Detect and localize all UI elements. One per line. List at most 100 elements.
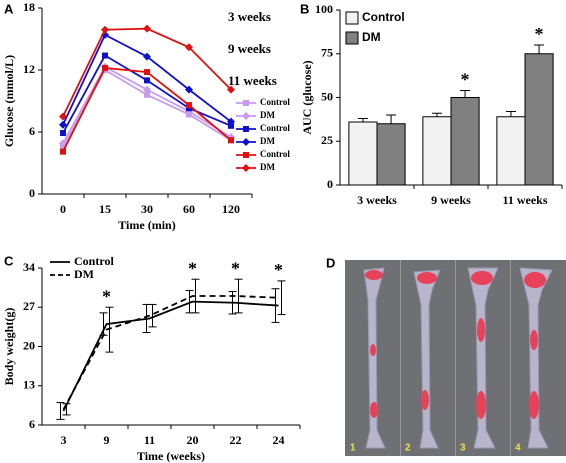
lesion [471, 271, 493, 285]
lesion [421, 390, 429, 410]
aorta-photos [345, 260, 566, 456]
y-tick-label: 12 [23, 62, 35, 76]
x-tick-label: 20 [187, 433, 199, 447]
marker [227, 85, 235, 94]
annotation: 11 weeks [228, 73, 277, 88]
marker [242, 112, 250, 120]
y-tick-label: 18 [23, 0, 35, 14]
marker [144, 69, 150, 76]
x-tick-label: 11 weeks [503, 193, 548, 207]
legend-label: DM [74, 267, 94, 281]
legend-label: Control [260, 149, 290, 159]
y-tick-label: 34 [23, 260, 35, 274]
legend-label: DM [260, 110, 275, 120]
panel-letter: B [300, 1, 309, 16]
marker [242, 164, 250, 172]
significance-mark: * [535, 24, 544, 44]
marker [59, 112, 67, 121]
specimen-label: 3 [460, 443, 466, 454]
lesion [370, 344, 376, 356]
x-axis-label: Time (weeks) [137, 449, 205, 463]
significance-mark: * [231, 258, 240, 278]
marker [243, 126, 249, 132]
marker [185, 43, 193, 52]
lesion [476, 391, 486, 419]
marker [101, 30, 109, 39]
annotation: 9 weeks [228, 41, 271, 56]
legend-label: DM [260, 162, 275, 172]
lesion [529, 391, 539, 419]
bar [376, 123, 406, 186]
y-tick-label: 20 [23, 338, 35, 352]
marker [186, 105, 192, 112]
marker [227, 117, 235, 126]
y-tick-label: 27 [23, 299, 35, 313]
marker [144, 77, 150, 84]
marker [186, 102, 192, 109]
x-tick-label: 9 [104, 433, 110, 447]
marker [101, 25, 109, 34]
marker [185, 85, 193, 94]
legend-label: DM [362, 30, 381, 44]
x-tick-label: 60 [183, 202, 195, 216]
lesions [365, 270, 546, 419]
x-tick-label: 15 [99, 202, 111, 216]
x-tick-label: 3 weeks [357, 193, 397, 207]
lesion [417, 272, 437, 284]
lesion [530, 330, 538, 350]
x-tick-label: 9 weeks [431, 193, 471, 207]
y-tick-label: 6 [29, 417, 35, 431]
marker [228, 137, 234, 144]
lesion [365, 270, 383, 280]
x-tick-label: 0 [60, 202, 66, 216]
x-tick-label: 24 [273, 433, 285, 447]
specimen-label: 4 [515, 443, 521, 454]
legend-label: Control [74, 254, 114, 268]
x-tick-label: 3 [61, 433, 67, 447]
marker [243, 100, 249, 106]
marker [60, 144, 66, 151]
y-tick-label: 6 [29, 124, 35, 138]
y-tick-label: 100 [315, 2, 333, 16]
y-axis-label: Glucose (mmol/L) [2, 55, 16, 147]
significance-mark: * [102, 286, 111, 306]
y-tick-label: 13 [23, 378, 35, 392]
panel-letter: D [326, 255, 335, 270]
bar [348, 121, 378, 186]
line [62, 300, 279, 412]
lesion [370, 402, 378, 418]
specimen-label: 1 [350, 443, 356, 454]
marker [60, 148, 66, 155]
y-axis-label: AUC (glucose) [300, 60, 314, 134]
legend-label: Control [260, 97, 290, 107]
bar [422, 116, 452, 186]
significance-mark: * [461, 70, 470, 90]
marker [59, 139, 67, 148]
x-tick-label: 11 [144, 433, 155, 447]
lesion [524, 272, 546, 288]
marker [102, 52, 108, 59]
marker [242, 138, 250, 146]
x-axis-label: Time (min) [118, 218, 175, 232]
legend-label: Control [260, 123, 290, 133]
legend-label: DM [260, 136, 275, 146]
photo-divider [455, 260, 456, 456]
bar [450, 97, 480, 186]
annotation: 3 weeks [228, 9, 271, 24]
x-tick-label: 120 [222, 202, 240, 216]
lesion [477, 318, 485, 342]
y-tick-label: 25 [321, 133, 333, 147]
x-tick-label: 22 [230, 433, 242, 447]
bar [524, 53, 554, 186]
y-tick-label: 0 [327, 177, 333, 191]
y-tick-label: 50 [321, 89, 333, 103]
y-tick-label: 75 [321, 46, 333, 60]
specimen-label: 2 [405, 443, 411, 454]
marker [60, 130, 66, 137]
photo-divider [510, 260, 511, 456]
marker [144, 91, 150, 98]
marker [228, 122, 234, 129]
marker [143, 24, 151, 33]
panel-letter: A [4, 1, 14, 16]
